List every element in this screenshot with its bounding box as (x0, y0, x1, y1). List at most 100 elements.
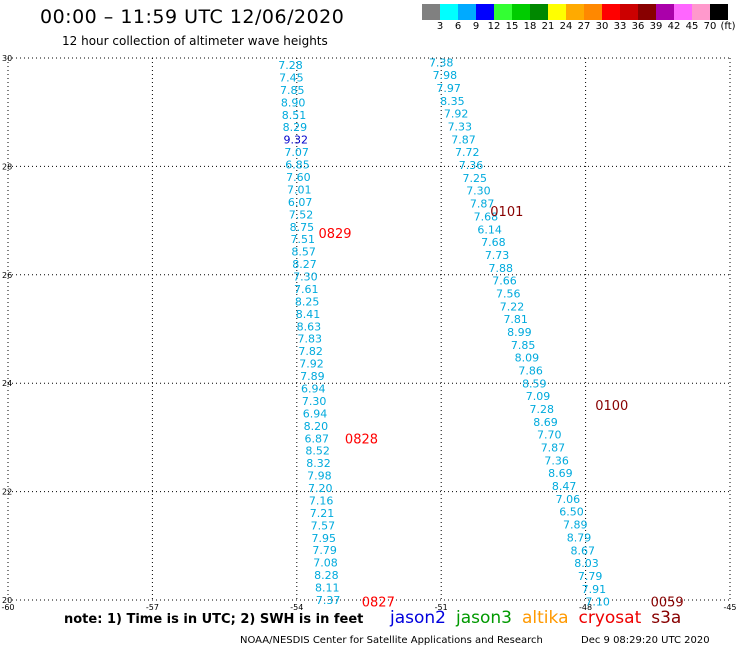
wave-height-value: 8.69 (548, 467, 573, 480)
legend-label: 70 (703, 21, 717, 32)
longitude-tick-label: -57 (146, 603, 159, 612)
wave-height-value: 8.99 (507, 326, 532, 339)
satellite-label-jason3: jason3 (456, 608, 512, 628)
legend-label: 21 (541, 21, 555, 32)
legend-swatch (548, 4, 566, 20)
wave-height-color-legend (422, 4, 728, 20)
wave-height-value: 7.30 (466, 185, 491, 198)
wave-height-value: 7.85 (280, 84, 305, 97)
wave-height-value: 8.32 (306, 457, 331, 470)
wave-height-value: 8.52 (305, 445, 330, 458)
wave-height-legend-labels: 3 6 9 12 15 18 21 24 27 30 33 36 39 42 45 70 (ft) (422, 21, 738, 35)
legend-swatch (584, 4, 602, 20)
wave-height-value: 7.28 (530, 403, 555, 416)
wave-height-value: 7.08 (313, 557, 338, 570)
legend-swatch (602, 4, 620, 20)
wave-height-value: 8.67 (570, 544, 595, 557)
legend-swatch (638, 4, 656, 20)
map-title: 00:00 – 11:59 UTC 12/06/2020 (40, 6, 345, 28)
wave-height-value: 7.66 (492, 275, 517, 288)
wave-height-value: 7.56 (496, 287, 521, 300)
legend-label: 42 (667, 21, 681, 32)
wave-height-value: 7.87 (541, 442, 566, 455)
longitude-tick-label: -51 (435, 603, 448, 612)
wave-height-value: 7.85 (511, 339, 536, 352)
legend-swatch (440, 4, 458, 20)
satellite-label-altika: altika (522, 608, 569, 628)
wave-height-value: 7.82 (298, 345, 323, 358)
wave-height-value: 7.89 (563, 519, 588, 532)
legend-label: 9 (472, 21, 480, 32)
wave-height-value: 7.98 (307, 470, 332, 483)
wave-height-value: 8.11 (315, 582, 340, 595)
wave-height-value: 7.70 (537, 429, 562, 442)
legend-swatch (494, 4, 512, 20)
latitude-tick-label: 26 (2, 271, 12, 280)
legend-label: 3 (436, 21, 444, 32)
wave-height-value: 7.36 (544, 454, 569, 467)
wave-height-value: 8.29 (283, 121, 308, 134)
wave-height-value: 7.06 (556, 493, 581, 506)
wave-height-value: 7.51 (291, 233, 316, 246)
legend-swatch (620, 4, 638, 20)
wave-height-value: 7.92 (444, 108, 469, 121)
generated-timestamp: Dec 9 08:29:20 UTC 2020 (581, 635, 710, 646)
legend-label: (ft) (720, 21, 736, 32)
wave-height-value: 7.20 (308, 482, 333, 495)
wave-height-value: 7.38 (429, 56, 454, 69)
wave-height-value: 7.86 (518, 365, 543, 378)
satellite-legend: jason2 jason3 altika cryosat s3a (390, 608, 691, 628)
legend-label: 24 (559, 21, 573, 32)
wave-height-value: 8.25 (295, 295, 320, 308)
wave-height-value: 7.68 (474, 210, 499, 223)
wave-height-value: 8.20 (304, 420, 329, 433)
wave-height-value: 7.91 (582, 583, 607, 596)
pass-time-label: 0059 (651, 596, 684, 611)
legend-swatch (422, 4, 440, 20)
legend-swatch (674, 4, 692, 20)
wave-height-value: 7.61 (294, 283, 319, 296)
credit-text: NOAA/NESDIS Center for Satellite Applica… (240, 635, 543, 646)
wave-height-value: 8.03 (574, 557, 599, 570)
wave-height-value: 7.92 (299, 358, 324, 371)
wave-height-value: 7.60 (286, 171, 311, 184)
wave-height-value: 8.51 (282, 109, 307, 122)
wave-height-value: 8.47 (552, 480, 577, 493)
wave-height-value: 7.25 (462, 172, 487, 185)
legend-label: 30 (595, 21, 609, 32)
pass-time-label: 0829 (318, 227, 351, 242)
wave-height-value: 8.90 (281, 96, 306, 109)
pass-time-label: 0827 (362, 596, 395, 611)
wave-height-value: 8.35 (440, 95, 465, 108)
wave-height-value: 6.50 (559, 506, 584, 519)
legend-label: 33 (613, 21, 627, 32)
wave-height-value: 7.33 (448, 121, 473, 134)
latitude-tick-label: 22 (2, 488, 12, 497)
wave-height-value: 7.57 (311, 519, 336, 532)
wave-height-value: 7.21 (310, 507, 335, 520)
wave-height-value: 8.69 (533, 416, 558, 429)
longitude-tick-label: -60 (1, 603, 14, 612)
wave-height-value: 7.73 (485, 249, 510, 262)
legend-swatch (476, 4, 494, 20)
longitude-tick-label: -45 (723, 603, 736, 612)
wave-height-value: 7.16 (309, 494, 334, 507)
wave-height-value: 7.36 (459, 159, 484, 172)
wave-height-value: 7.30 (293, 271, 318, 284)
wave-height-value: 7.72 (455, 146, 480, 159)
legend-swatch (512, 4, 530, 20)
wave-height-value: 6.14 (477, 223, 502, 236)
satellite-label-s3a: s3a (651, 608, 682, 628)
wave-height-value: 7.81 (503, 313, 528, 326)
wave-height-value: 7.97 (436, 82, 461, 95)
wave-height-value: 7.28 (278, 59, 303, 72)
wave-height-value: 7.79 (578, 570, 603, 583)
wave-height-value: 8.27 (292, 258, 317, 271)
legend-swatch (692, 4, 710, 20)
note-text: note: 1) Time is in UTC; 2) SWH is in fe… (64, 612, 364, 627)
wave-height-value: 7.30 (302, 395, 327, 408)
legend-label: 39 (649, 21, 663, 32)
wave-height-value: 7.22 (500, 300, 525, 313)
wave-height-value: 8.63 (297, 320, 322, 333)
wave-height-value: 7.88 (489, 262, 514, 275)
